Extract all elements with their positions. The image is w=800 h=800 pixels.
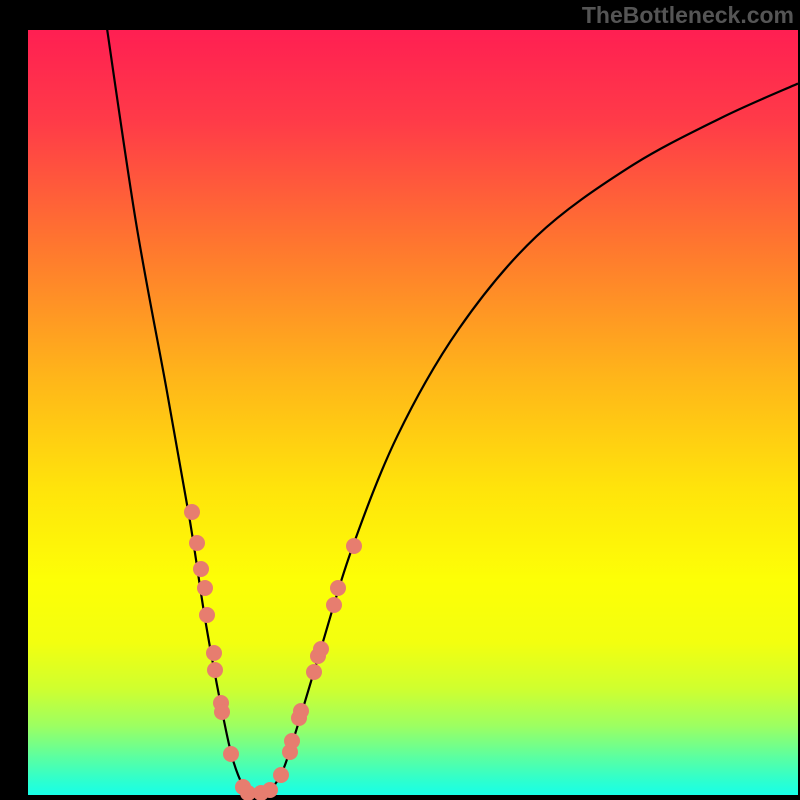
data-marker bbox=[293, 703, 309, 719]
data-marker bbox=[184, 504, 200, 520]
chart-container: TheBottleneck.com bbox=[0, 0, 800, 800]
data-marker bbox=[223, 746, 239, 762]
watermark-text: TheBottleneck.com bbox=[582, 2, 794, 29]
data-marker bbox=[330, 580, 346, 596]
data-marker bbox=[189, 535, 205, 551]
data-marker bbox=[214, 704, 230, 720]
plot-area bbox=[28, 30, 798, 795]
data-marker bbox=[193, 561, 209, 577]
data-marker bbox=[346, 538, 362, 554]
data-marker bbox=[199, 607, 215, 623]
data-marker bbox=[326, 597, 342, 613]
data-marker bbox=[197, 580, 213, 596]
curve-path bbox=[105, 30, 798, 795]
bottleneck-curve bbox=[28, 30, 798, 795]
data-marker bbox=[262, 782, 278, 798]
data-marker bbox=[313, 641, 329, 657]
data-marker bbox=[306, 664, 322, 680]
data-marker bbox=[207, 662, 223, 678]
data-marker bbox=[206, 645, 222, 661]
data-marker bbox=[284, 733, 300, 749]
data-marker bbox=[273, 767, 289, 783]
